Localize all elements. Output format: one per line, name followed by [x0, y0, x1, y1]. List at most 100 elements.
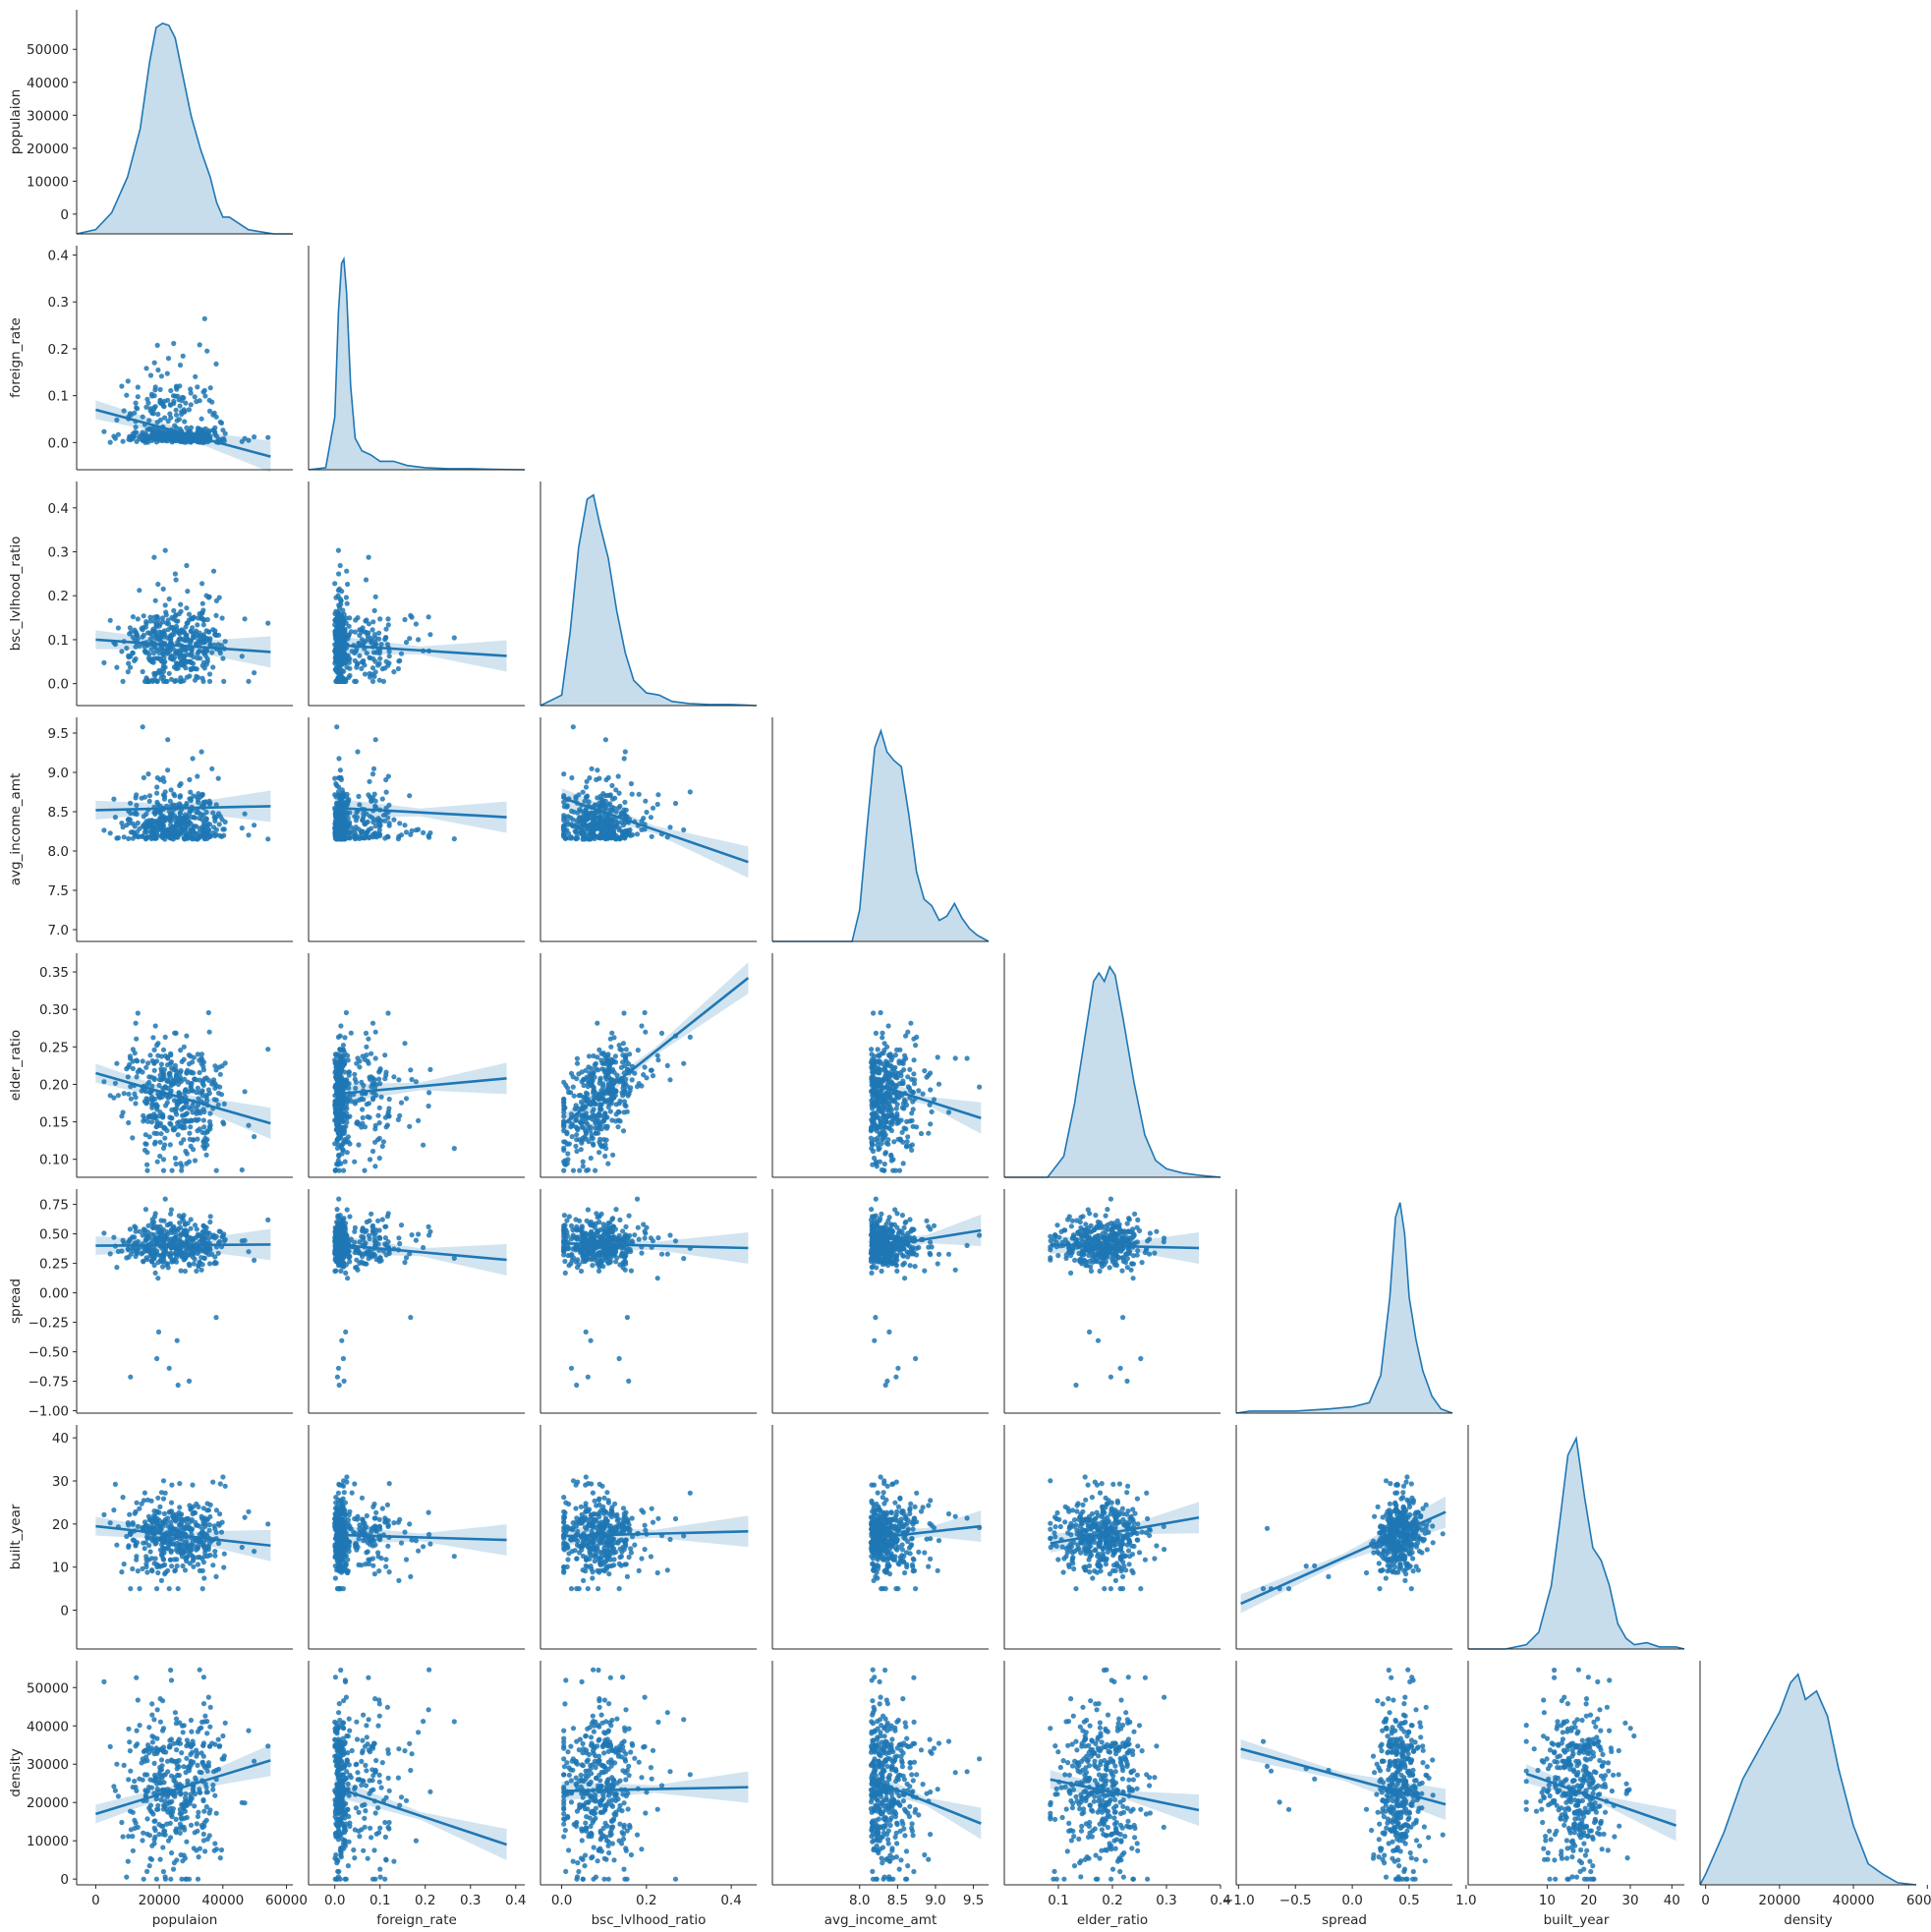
scatter-point [155, 1329, 162, 1335]
scatter-point [341, 1130, 347, 1136]
scatter-point [580, 1164, 586, 1169]
scatter-point [681, 826, 687, 833]
scatter-point [622, 1063, 628, 1069]
scatter-point [576, 1071, 582, 1077]
scatter-point [126, 1119, 132, 1126]
scatter-point [603, 824, 609, 829]
scatter-point [397, 657, 403, 663]
scatter-point [120, 1109, 126, 1115]
scatter-point [585, 1166, 592, 1173]
scatter-point [592, 1112, 597, 1118]
scatter-point [913, 1043, 919, 1049]
scatter-point [880, 1114, 886, 1120]
scatter-point [188, 666, 194, 673]
scatter-point [246, 832, 252, 838]
scatter-point [218, 420, 225, 426]
scatter-point [568, 822, 574, 827]
scatter-point [168, 1252, 174, 1258]
scatter-point [146, 656, 152, 663]
scatter-point [130, 614, 136, 620]
scatter-point [177, 793, 184, 799]
scatter-point [421, 1142, 426, 1148]
scatter-point [597, 1075, 603, 1081]
scatter-point [165, 767, 171, 773]
scatter-point [166, 670, 172, 676]
scatter-point [140, 1069, 145, 1075]
scatter-point [376, 833, 382, 839]
scatter-point [644, 1075, 650, 1081]
scatter-point [111, 1095, 117, 1101]
scatter-point [143, 404, 149, 410]
scatter-point [187, 1130, 193, 1136]
scatter-point [383, 789, 389, 795]
scatter-point [888, 1158, 894, 1164]
scatter-point [213, 361, 219, 367]
scatter-point [335, 1365, 342, 1371]
scatter-point [588, 1155, 594, 1162]
scatter-point [173, 425, 180, 430]
scatter-point [344, 664, 350, 670]
scatter-point [583, 1119, 589, 1125]
scatter-point [883, 1058, 889, 1064]
scatter-point [340, 1118, 347, 1124]
panel-elder_ratio-vs-populaion [76, 953, 293, 1178]
scatter-point [158, 1252, 165, 1259]
scatter-point [605, 1161, 611, 1166]
scatter-point [561, 1105, 568, 1110]
scatter-point [173, 1251, 179, 1257]
scatter-point [905, 1134, 911, 1140]
scatter-point [362, 1124, 369, 1130]
scatter-point [355, 749, 361, 755]
scatter-point [616, 790, 622, 796]
scatter-point [887, 1063, 893, 1069]
scatter-point [621, 1099, 628, 1105]
scatter-point [596, 1150, 602, 1156]
scatter-point [147, 1052, 153, 1058]
scatter-point [158, 815, 165, 821]
scatter-point [199, 791, 205, 797]
scatter-point [402, 823, 408, 828]
scatter-point [409, 1232, 415, 1238]
scatter-point [580, 836, 586, 842]
scatter-point [928, 1087, 934, 1093]
scatter-point [130, 1135, 136, 1141]
scatter-point [154, 1043, 160, 1049]
scatter-point [335, 1034, 341, 1040]
scatter-point [151, 360, 157, 366]
scatter-point [171, 1127, 177, 1133]
scatter-point [160, 1157, 167, 1163]
scatter-point [601, 827, 607, 834]
scatter-point [336, 1130, 342, 1137]
scatter-point [643, 1029, 649, 1035]
scatter-point [391, 669, 397, 675]
scatter-point [174, 418, 180, 424]
scatter-point [396, 1235, 402, 1241]
scatter-point [107, 617, 113, 623]
scatter-point [107, 439, 113, 445]
scatter-point [884, 1044, 890, 1050]
scatter-point [347, 835, 353, 841]
scatter-point [627, 1051, 633, 1057]
scatter-point [143, 1141, 149, 1147]
scatter-point [221, 832, 227, 838]
scatter-point [185, 589, 191, 595]
scatter-point [200, 632, 207, 638]
scatter-point [907, 1066, 913, 1072]
scatter-point [875, 1135, 880, 1141]
scatter-point [132, 1091, 138, 1097]
scatter-point [157, 386, 163, 392]
scatter-point [871, 1060, 878, 1066]
scatter-point [154, 678, 160, 685]
scatter-point [213, 612, 219, 619]
scatter-point [152, 1113, 158, 1119]
scatter-point [376, 820, 382, 826]
kde-line-foreign_rate [308, 256, 526, 471]
scatter-point [178, 1268, 184, 1274]
scatter-point [603, 1076, 609, 1082]
scatter-point [607, 1108, 613, 1114]
scatter-point [869, 1118, 876, 1124]
scatter-point [413, 621, 419, 627]
scatter-point [211, 1261, 217, 1267]
scatter-point [200, 1117, 206, 1123]
scatter-point [133, 1020, 139, 1026]
